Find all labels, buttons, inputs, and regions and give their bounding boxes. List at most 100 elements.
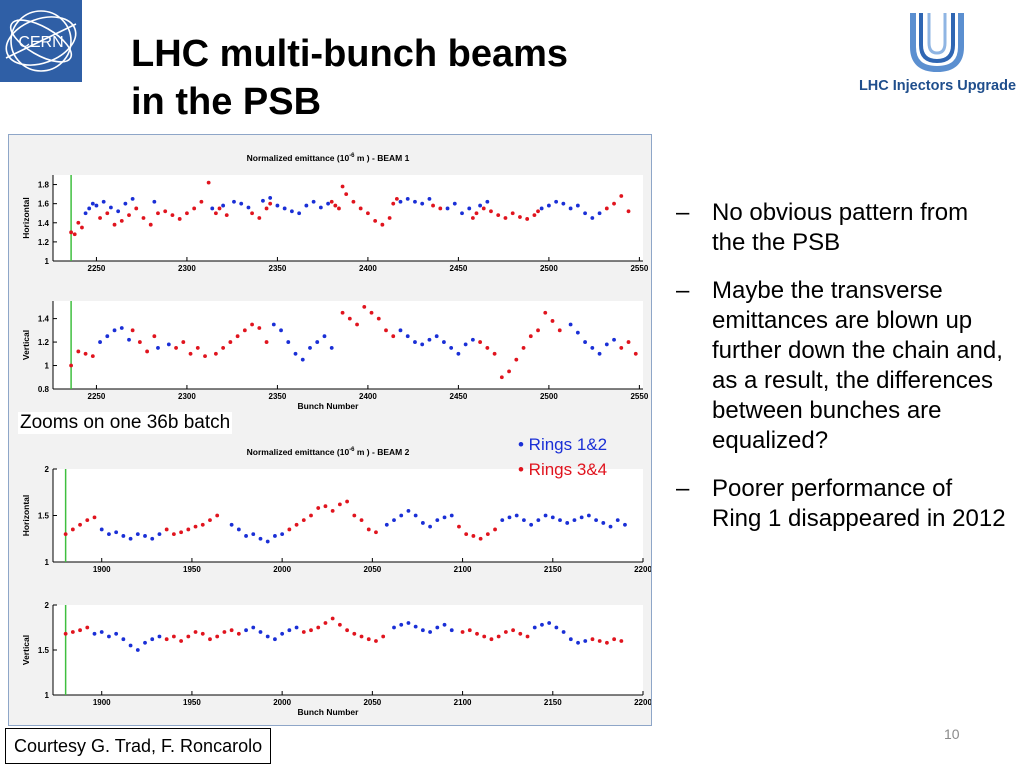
data-point bbox=[294, 625, 299, 630]
data-point bbox=[583, 211, 587, 216]
data-point bbox=[435, 518, 440, 523]
data-point bbox=[318, 205, 323, 210]
data-point bbox=[121, 637, 126, 642]
data-point bbox=[612, 637, 617, 642]
data-point bbox=[236, 527, 241, 532]
data-point bbox=[273, 534, 277, 538]
data-point bbox=[333, 203, 338, 208]
data-point bbox=[235, 334, 240, 339]
data-point bbox=[215, 513, 220, 518]
series-rings-3-4 bbox=[63, 616, 624, 645]
data-point bbox=[561, 630, 566, 634]
data-point bbox=[358, 206, 363, 211]
data-point bbox=[294, 522, 299, 527]
x-tick-label: 2250 bbox=[88, 264, 106, 273]
data-point bbox=[457, 524, 461, 529]
data-point bbox=[485, 532, 490, 536]
data-point bbox=[464, 532, 469, 536]
data-point bbox=[449, 346, 454, 350]
data-point bbox=[250, 211, 254, 216]
data-point bbox=[579, 515, 584, 520]
data-point bbox=[119, 326, 124, 330]
data-point bbox=[171, 532, 176, 536]
y-tick-label: 1 bbox=[45, 691, 50, 700]
cern-logo: CERN bbox=[0, 0, 82, 82]
data-point bbox=[279, 328, 283, 333]
data-point bbox=[208, 637, 212, 642]
data-point bbox=[157, 634, 162, 639]
x-tick-label: 2000 bbox=[273, 565, 291, 574]
data-point bbox=[518, 631, 523, 636]
data-point bbox=[78, 522, 82, 527]
data-point bbox=[489, 637, 494, 642]
data-point bbox=[150, 637, 155, 642]
data-point bbox=[442, 515, 447, 520]
chart-panel-4: 1 1.5 2 1900 1950 2000 2050 2100 2150 2200 Vertica… bbox=[21, 601, 651, 717]
x-tick-label: 2300 bbox=[178, 264, 196, 273]
data-point bbox=[413, 513, 418, 518]
data-point bbox=[394, 196, 399, 201]
x-tick-label: 2250 bbox=[88, 392, 106, 401]
data-point bbox=[99, 527, 104, 532]
data-point bbox=[583, 639, 588, 643]
data-point bbox=[380, 222, 385, 227]
data-point bbox=[427, 337, 432, 342]
chart-title-exponent: -6 bbox=[349, 447, 355, 453]
data-point bbox=[185, 211, 189, 216]
data-point bbox=[90, 354, 95, 359]
data-point bbox=[347, 316, 352, 321]
data-point bbox=[351, 199, 356, 204]
data-point bbox=[568, 322, 573, 327]
data-point bbox=[289, 209, 294, 214]
plot-area bbox=[53, 469, 643, 562]
data-point bbox=[384, 328, 388, 333]
data-point bbox=[470, 337, 475, 342]
data-point bbox=[485, 346, 490, 350]
data-point bbox=[514, 513, 519, 518]
data-point bbox=[405, 196, 410, 201]
data-point bbox=[145, 349, 150, 354]
data-point bbox=[597, 211, 602, 216]
x-tick-label: 2500 bbox=[540, 392, 558, 401]
chart-title-exponent: -6 bbox=[349, 153, 355, 159]
data-point bbox=[546, 203, 551, 208]
data-point bbox=[186, 634, 191, 639]
y-tick-label: 1.6 bbox=[38, 200, 50, 209]
data-point bbox=[280, 631, 285, 636]
data-point bbox=[309, 513, 313, 518]
data-point bbox=[265, 634, 270, 639]
data-point bbox=[536, 328, 540, 333]
data-point bbox=[547, 621, 552, 625]
data-point bbox=[98, 340, 102, 344]
y-tick-label: 1.4 bbox=[38, 219, 50, 228]
x-tick-label: 2150 bbox=[544, 565, 562, 574]
data-point bbox=[143, 534, 147, 538]
data-point bbox=[70, 527, 75, 532]
data-point bbox=[438, 206, 443, 211]
data-point bbox=[460, 630, 465, 634]
data-point bbox=[200, 631, 205, 636]
emittance-charts: 1 1.2 1.4 1.6 1.8 2250 2300 2350 2400 2450 2500 255… bbox=[21, 153, 651, 717]
data-point bbox=[134, 206, 139, 211]
data-point bbox=[467, 206, 472, 211]
data-point bbox=[83, 211, 88, 216]
data-point bbox=[399, 622, 404, 627]
data-point bbox=[323, 621, 328, 625]
x-tick-label: 2400 bbox=[359, 264, 377, 273]
x-tick-label: 1950 bbox=[183, 698, 201, 707]
data-point bbox=[572, 518, 577, 523]
data-point bbox=[90, 201, 95, 206]
data-point bbox=[543, 513, 548, 518]
data-point bbox=[63, 532, 68, 536]
data-point bbox=[92, 515, 97, 520]
data-point bbox=[612, 337, 616, 342]
data-point bbox=[316, 506, 321, 510]
data-point bbox=[264, 340, 269, 344]
data-point bbox=[114, 530, 119, 535]
x-tick-label: 2100 bbox=[454, 565, 472, 574]
data-point bbox=[362, 304, 367, 309]
data-point bbox=[445, 206, 450, 211]
data-point bbox=[330, 508, 335, 513]
data-point bbox=[329, 199, 334, 204]
data-point bbox=[510, 211, 515, 216]
